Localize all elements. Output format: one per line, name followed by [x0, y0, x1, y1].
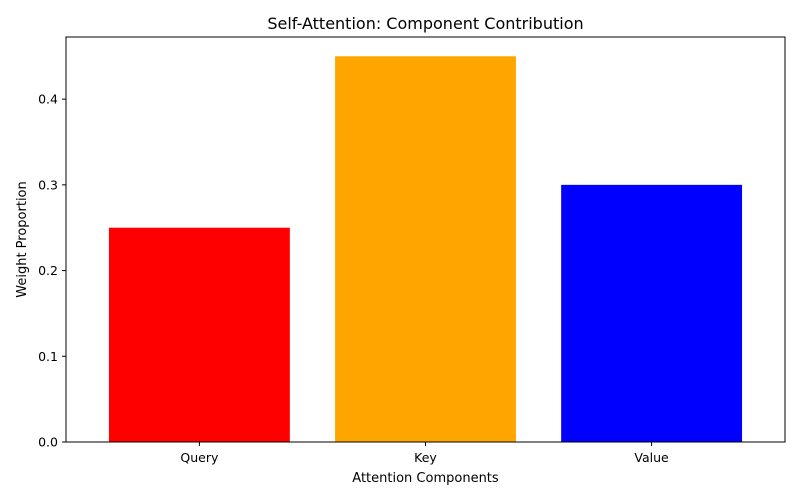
x-tick-label-value: Value: [634, 450, 669, 465]
x-axis: Query Key Value: [180, 442, 669, 465]
x-tick-label-query: Query: [180, 450, 219, 465]
y-tick-label: 0.1: [38, 349, 58, 364]
y-tick-label: 0.3: [38, 177, 58, 192]
y-axis-label: Weight Proportion: [15, 181, 30, 298]
x-tick-label-key: Key: [414, 450, 437, 465]
bar-value: [561, 184, 743, 442]
bar-query: [108, 227, 290, 442]
y-tick-label: 0.0: [38, 435, 58, 450]
bar-group: [108, 56, 743, 443]
y-tick-label: 0.2: [38, 263, 58, 278]
chart-title: Self-Attention: Component Contribution: [267, 14, 583, 33]
x-axis-label: Attention Components: [352, 471, 499, 486]
bar-key: [335, 56, 516, 443]
y-tick-label: 0.4: [38, 92, 58, 107]
y-axis: 0.0 0.1 0.2 0.3 0.4: [38, 92, 66, 450]
